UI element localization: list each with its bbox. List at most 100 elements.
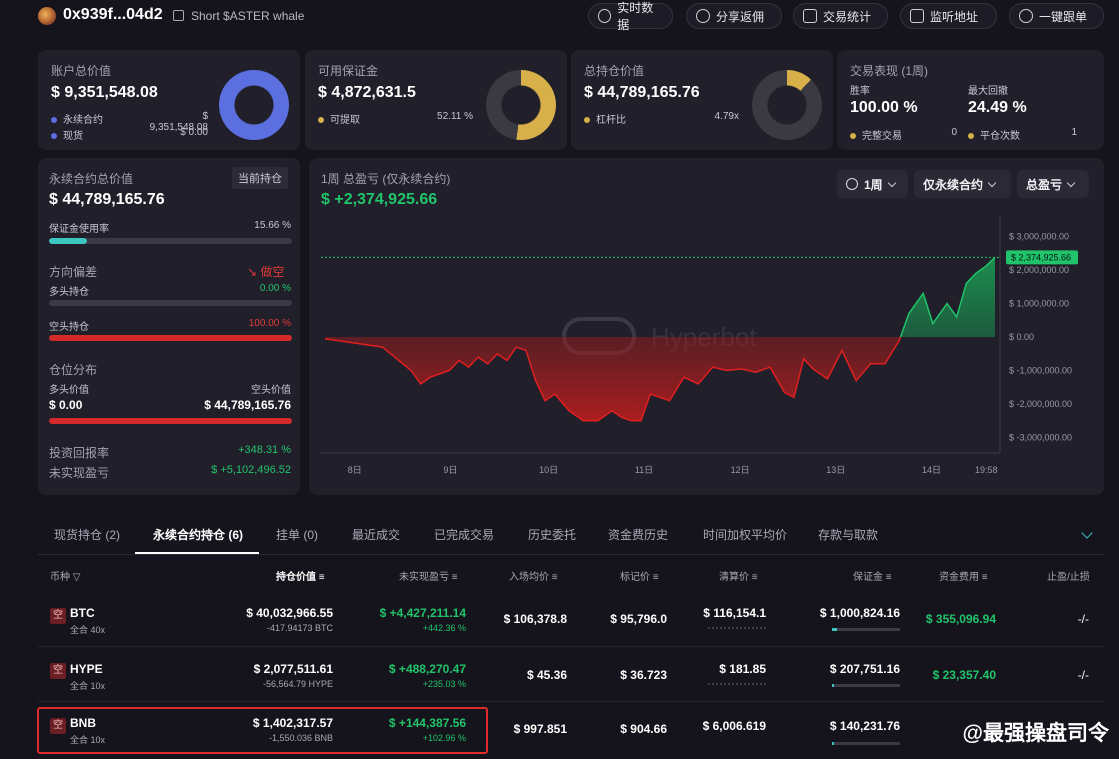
sort-icon: ≡ bbox=[451, 572, 458, 583]
current-position-badge[interactable]: 当前持仓 bbox=[232, 167, 288, 189]
svg-text:$ 2,374,925.66: $ 2,374,925.66 bbox=[1011, 252, 1071, 262]
pnl-line-negative bbox=[324, 337, 902, 422]
pnl-chart-title: 1周 总盈亏 (仅永续合约) bbox=[321, 172, 451, 186]
position-value: $ 2,077,511.61 bbox=[253, 662, 333, 676]
share-referral-button[interactable]: 分享返佣 bbox=[686, 3, 782, 29]
tpsl-value[interactable]: -/- bbox=[1077, 668, 1089, 682]
col-coin[interactable]: 币种 ▽ bbox=[50, 572, 81, 583]
long-position-pct: 0.00 % bbox=[259, 283, 291, 294]
chevron-down-icon bbox=[1066, 178, 1076, 187]
upnl-value: $ +144,387.56 bbox=[388, 716, 466, 730]
col-upnl[interactable]: 未实现盈亏 ≡ bbox=[399, 572, 458, 583]
liq-price: $ 116,154.1 bbox=[703, 606, 766, 620]
funding-value: $ 355,096.94 bbox=[925, 612, 996, 626]
margin-value: $ 1,000,824.16 bbox=[819, 606, 900, 620]
leverage: 全合 40x bbox=[70, 625, 106, 635]
sort-icon: ≡ bbox=[551, 572, 558, 583]
withdraw-dot bbox=[318, 117, 324, 124]
coin-name: HYPE bbox=[70, 662, 103, 676]
tab-perp-positions[interactable]: 永续合约持仓 (6) bbox=[153, 528, 244, 542]
pnl-value: $ +2,374,925.66 bbox=[321, 191, 438, 208]
roi-value: +348.31 % bbox=[238, 444, 291, 456]
period-dropdown[interactable]: 1周 bbox=[837, 170, 908, 198]
realtime-data-button[interactable]: 实时数据 bbox=[588, 1, 673, 32]
entry-price: $ 106,378.8 bbox=[503, 612, 567, 626]
table-row[interactable]: 空 BTC 全合 40x $ 40,032,966.55 -417.94173 … bbox=[38, 592, 1104, 647]
upnl-value: $ +5,102,496.52 bbox=[211, 464, 291, 476]
card-title: 可用保证金 bbox=[318, 64, 379, 78]
tab-funding-history[interactable]: 资金费历史 bbox=[608, 528, 669, 542]
chevron-down-icon bbox=[887, 178, 896, 187]
x-tick-label: 8日 bbox=[348, 465, 362, 475]
upnl-label: 未实现盈亏 bbox=[49, 466, 110, 480]
long-bar bbox=[49, 300, 292, 306]
card-title: 账户总价值 bbox=[51, 64, 112, 78]
trade-stats-button[interactable]: 交易统计 bbox=[793, 3, 888, 29]
entry-price: $ 997.851 bbox=[513, 722, 567, 736]
leverage-legend: 杠杆比 bbox=[584, 111, 626, 126]
x-tick-label: 19:58 bbox=[975, 465, 998, 475]
margin-ratio-bar bbox=[832, 684, 900, 687]
coin-name: BNB bbox=[70, 716, 96, 730]
expand-chevron-icon[interactable] bbox=[1081, 527, 1093, 539]
x-tick-label: 12日 bbox=[731, 465, 750, 475]
leverage-value: 4.79x bbox=[714, 111, 739, 122]
completed-trades-value: 0 bbox=[951, 127, 957, 138]
short-side-badge: 空 bbox=[50, 718, 66, 734]
tab-completed-trades[interactable]: 已完成交易 bbox=[434, 528, 495, 542]
table-row[interactable]: 空 HYPE 全合 10x $ 2,077,511.61 -56,564.79 … bbox=[38, 647, 1104, 702]
col-liq[interactable]: 清算价 ≡ bbox=[719, 572, 758, 583]
refresh-icon bbox=[598, 9, 612, 23]
y-tick-label: $ 3,000,000.00 bbox=[1009, 231, 1069, 241]
leverage: 全合 10x bbox=[70, 681, 106, 691]
tab-twap[interactable]: 时间加权平均价 bbox=[703, 528, 788, 542]
wallet-avatar bbox=[38, 7, 56, 25]
completed-trades-legend: 完整交易 bbox=[850, 127, 902, 142]
col-position-value[interactable]: 持仓价值 ≡ bbox=[276, 572, 325, 583]
watch-address-button[interactable]: 监听地址 bbox=[900, 3, 997, 29]
y-tick-label: $ -3,000,000.00 bbox=[1009, 433, 1072, 443]
leverage: 全合 10x bbox=[70, 735, 106, 745]
x-tick-label: 14日 bbox=[922, 465, 941, 475]
spot-dot bbox=[51, 133, 57, 140]
x-tick-label: 13日 bbox=[826, 465, 845, 475]
card-title: 交易表现 (1周) bbox=[850, 64, 929, 78]
distribution-label: 仓位分布 bbox=[49, 363, 98, 377]
filter-dropdown[interactable]: 仅永续合约 bbox=[914, 170, 1011, 198]
source-watermark: @最强操盘司令 bbox=[962, 722, 1109, 745]
short-bar bbox=[49, 335, 292, 341]
col-mark[interactable]: 标记价 ≡ bbox=[620, 572, 659, 583]
completed-dot bbox=[850, 133, 856, 140]
x-tick-label: 9日 bbox=[443, 465, 457, 475]
tab-deposits-withdrawals[interactable]: 存款与取款 bbox=[818, 528, 879, 542]
col-funding[interactable]: 资金费用 ≡ bbox=[939, 572, 988, 583]
close-count-value: 1 bbox=[1071, 127, 1077, 138]
tab-spot-positions[interactable]: 现货持仓 (2) bbox=[54, 528, 121, 542]
tab-open-orders[interactable]: 挂单 (0) bbox=[276, 528, 319, 542]
col-tpsl: 止盈/止损 bbox=[1047, 572, 1090, 583]
tab-recent-trades[interactable]: 最近成交 bbox=[352, 528, 401, 542]
position-size: -1,550.036 BNB bbox=[268, 733, 333, 743]
withdrawable-pct: 52.11 % bbox=[437, 111, 473, 122]
x-tick-labels: 8日 9日 10日 11日 12日 13日 14日 19:58 bbox=[348, 465, 998, 475]
y-tick-label: $ 2,000,000.00 bbox=[1009, 265, 1069, 275]
col-margin[interactable]: 保证金 ≡ bbox=[853, 572, 892, 583]
wallet-address: 0x939f...04d2 bbox=[63, 6, 163, 23]
col-entry[interactable]: 入场均价 ≡ bbox=[509, 572, 558, 583]
table-row[interactable]: 空 BNB 全合 10x $ 1,402,317.57 -1,550.036 B… bbox=[38, 702, 1104, 757]
short-bar-fill bbox=[49, 335, 292, 341]
current-value-tag: $ 2,374,925.66 bbox=[1006, 250, 1078, 265]
metric-dropdown[interactable]: 总盈亏 bbox=[1017, 170, 1089, 198]
monitor-icon bbox=[910, 9, 924, 23]
close-count-legend: 平仓次数 bbox=[968, 127, 1020, 142]
copy-trade-button[interactable]: 一键跟单 bbox=[1009, 3, 1104, 29]
short-position-pct: 100.00 % bbox=[248, 318, 291, 329]
tab-bar: 现货持仓 (2) 永续合约持仓 (6) 挂单 (0) 最近成交 已完成交易 历史… bbox=[38, 518, 1104, 555]
copy-icon[interactable] bbox=[173, 10, 184, 21]
tab-order-history[interactable]: 历史委托 bbox=[528, 528, 577, 542]
tpsl-value[interactable]: -/- bbox=[1077, 612, 1089, 626]
chevron-down-icon bbox=[987, 178, 997, 187]
clock-icon bbox=[846, 178, 858, 190]
upnl-value: $ +4,427,211.14 bbox=[379, 606, 466, 620]
short-side-badge: 空 bbox=[50, 663, 66, 679]
